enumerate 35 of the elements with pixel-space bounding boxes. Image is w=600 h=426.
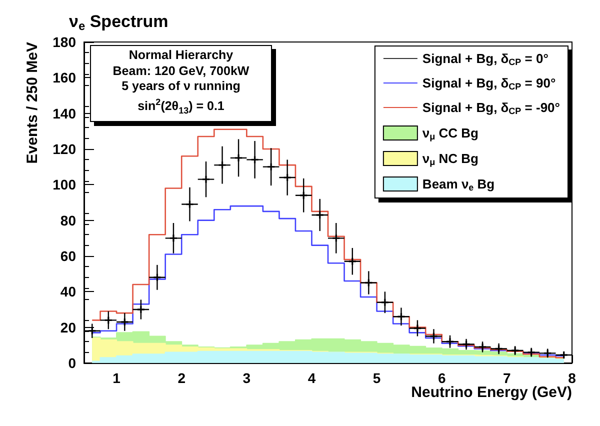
point <box>446 338 454 346</box>
y-tick-label: 20 <box>60 319 76 336</box>
y-tick-label: 60 <box>60 248 76 264</box>
y-tick-label: 140 <box>52 105 76 122</box>
point <box>121 318 128 326</box>
y-tick-label: 160 <box>52 70 76 86</box>
point <box>560 351 568 358</box>
x-tick-label: 7 <box>503 370 512 386</box>
x-axis-title: Neutrino Energy (GeV) <box>411 384 572 401</box>
y-tick-label: 0 <box>68 355 76 371</box>
point <box>170 234 177 242</box>
point <box>202 176 210 183</box>
x-tick-label: 3 <box>242 370 251 386</box>
x-tick-label: 6 <box>438 370 446 386</box>
point <box>479 343 486 350</box>
x-tick-label: 8 <box>568 370 576 386</box>
point <box>414 324 421 332</box>
x-tick-label: 1 <box>112 370 121 386</box>
y-tick-label: 120 <box>52 141 76 157</box>
point <box>512 347 519 354</box>
point <box>218 162 226 169</box>
y-tick-label: 100 <box>52 176 76 193</box>
point <box>137 306 144 313</box>
point <box>268 163 275 170</box>
point <box>381 298 388 306</box>
point <box>284 174 291 182</box>
y-tick-label: 180 <box>52 34 76 50</box>
point <box>316 211 324 218</box>
point <box>235 154 242 162</box>
y-tick-label: 80 <box>60 212 76 228</box>
x-tick-label: 5 <box>372 370 381 386</box>
x-tick-label: 4 <box>308 370 316 386</box>
x-tick-label: 2 <box>178 370 186 386</box>
y-tick-label: 40 <box>60 284 76 300</box>
y-axis-title: Events / 250 MeV <box>24 42 41 164</box>
